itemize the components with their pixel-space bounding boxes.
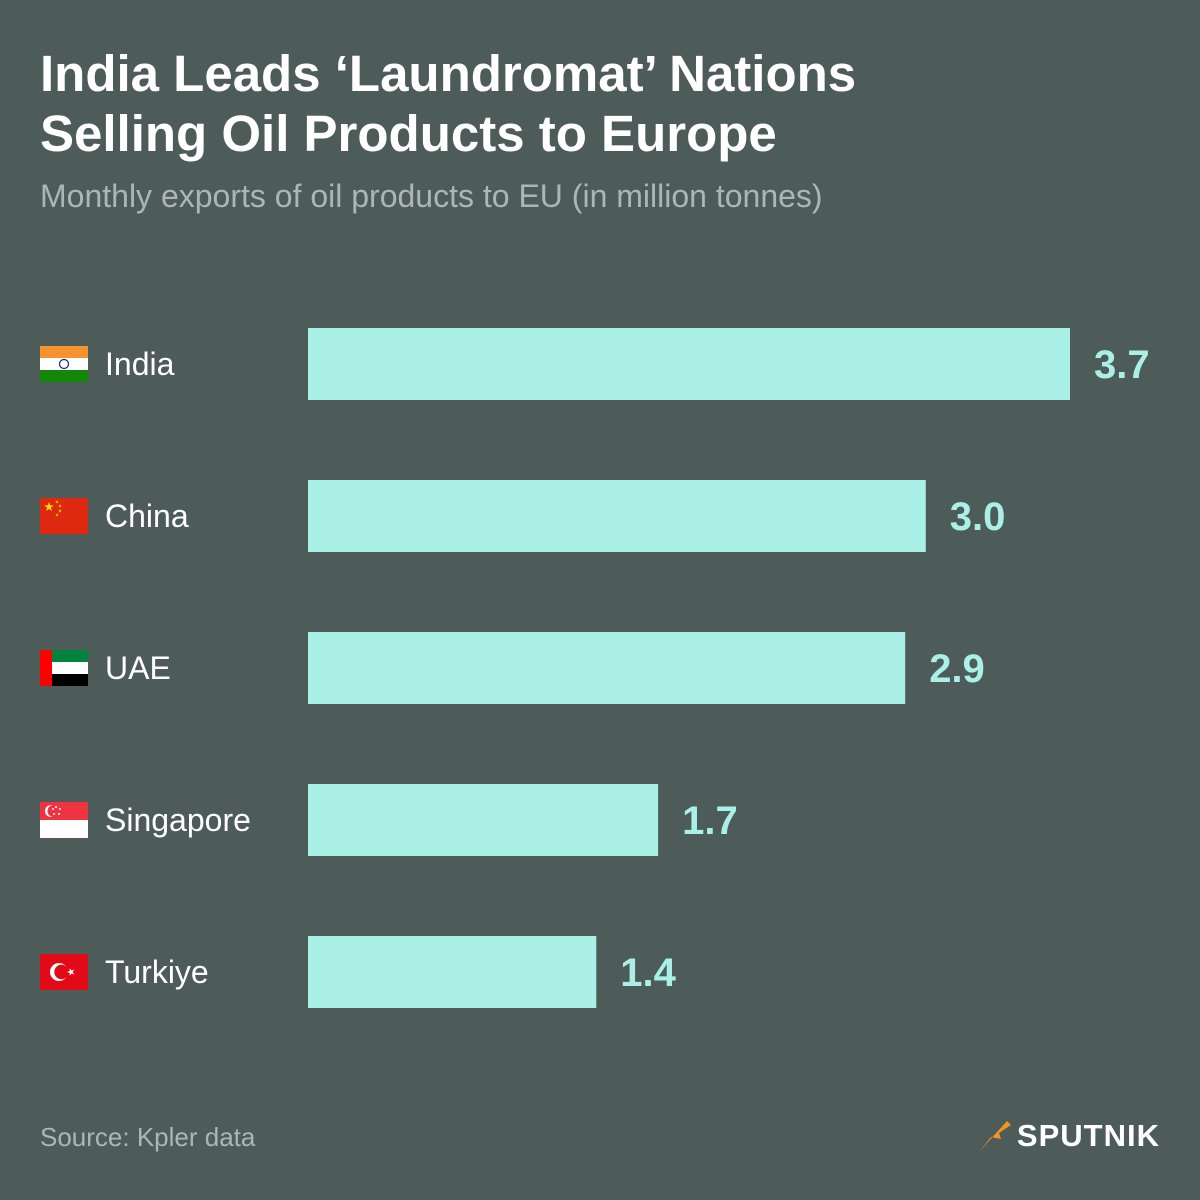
category-label-turkiye: Turkiye xyxy=(105,954,209,990)
singapore-flag-icon xyxy=(40,802,88,838)
value-label-uae: 2.9 xyxy=(929,647,985,691)
bar-chart: India 3.7 China 3.0 UAE 2.9 Singapore 1.7 Turkiy… xyxy=(40,328,1150,1008)
category-label-singapore: Singapore xyxy=(105,802,251,838)
chart-title-line-1: India Leads ‘Laundromat’ Nations xyxy=(40,45,857,102)
value-label-turkiye: 1.4 xyxy=(620,951,676,995)
uae-flag-icon xyxy=(40,650,88,686)
sputnik-rocket-icon xyxy=(978,1121,1011,1152)
chart-title: India Leads ‘Laundromat’ Nations Selling… xyxy=(40,44,1160,164)
chart-title-line-2: Selling Oil Products to Europe xyxy=(40,105,777,162)
sputnik-logo: SPUTNIK xyxy=(977,1118,1160,1154)
value-label-india: 3.7 xyxy=(1094,343,1150,387)
source-note: Source: Kpler data xyxy=(40,1122,256,1152)
bar-india xyxy=(308,328,1070,400)
category-label-china: China xyxy=(105,498,189,534)
bar-uae xyxy=(308,632,906,704)
india-flag-icon xyxy=(40,346,88,382)
category-label-india: India xyxy=(105,346,175,382)
value-label-china: 3.0 xyxy=(950,495,1006,539)
turkiye-flag-icon xyxy=(40,954,88,990)
bar-turkiye xyxy=(308,936,597,1008)
china-flag-icon xyxy=(40,498,88,534)
bar-singapore xyxy=(308,784,659,856)
brand-name: SPUTNIK xyxy=(1016,1118,1160,1153)
chart-subtitle: Monthly exports of oil products to EU (i… xyxy=(40,178,823,214)
bar-china xyxy=(308,480,926,552)
category-label-uae: UAE xyxy=(105,650,171,686)
value-label-singapore: 1.7 xyxy=(682,799,738,843)
